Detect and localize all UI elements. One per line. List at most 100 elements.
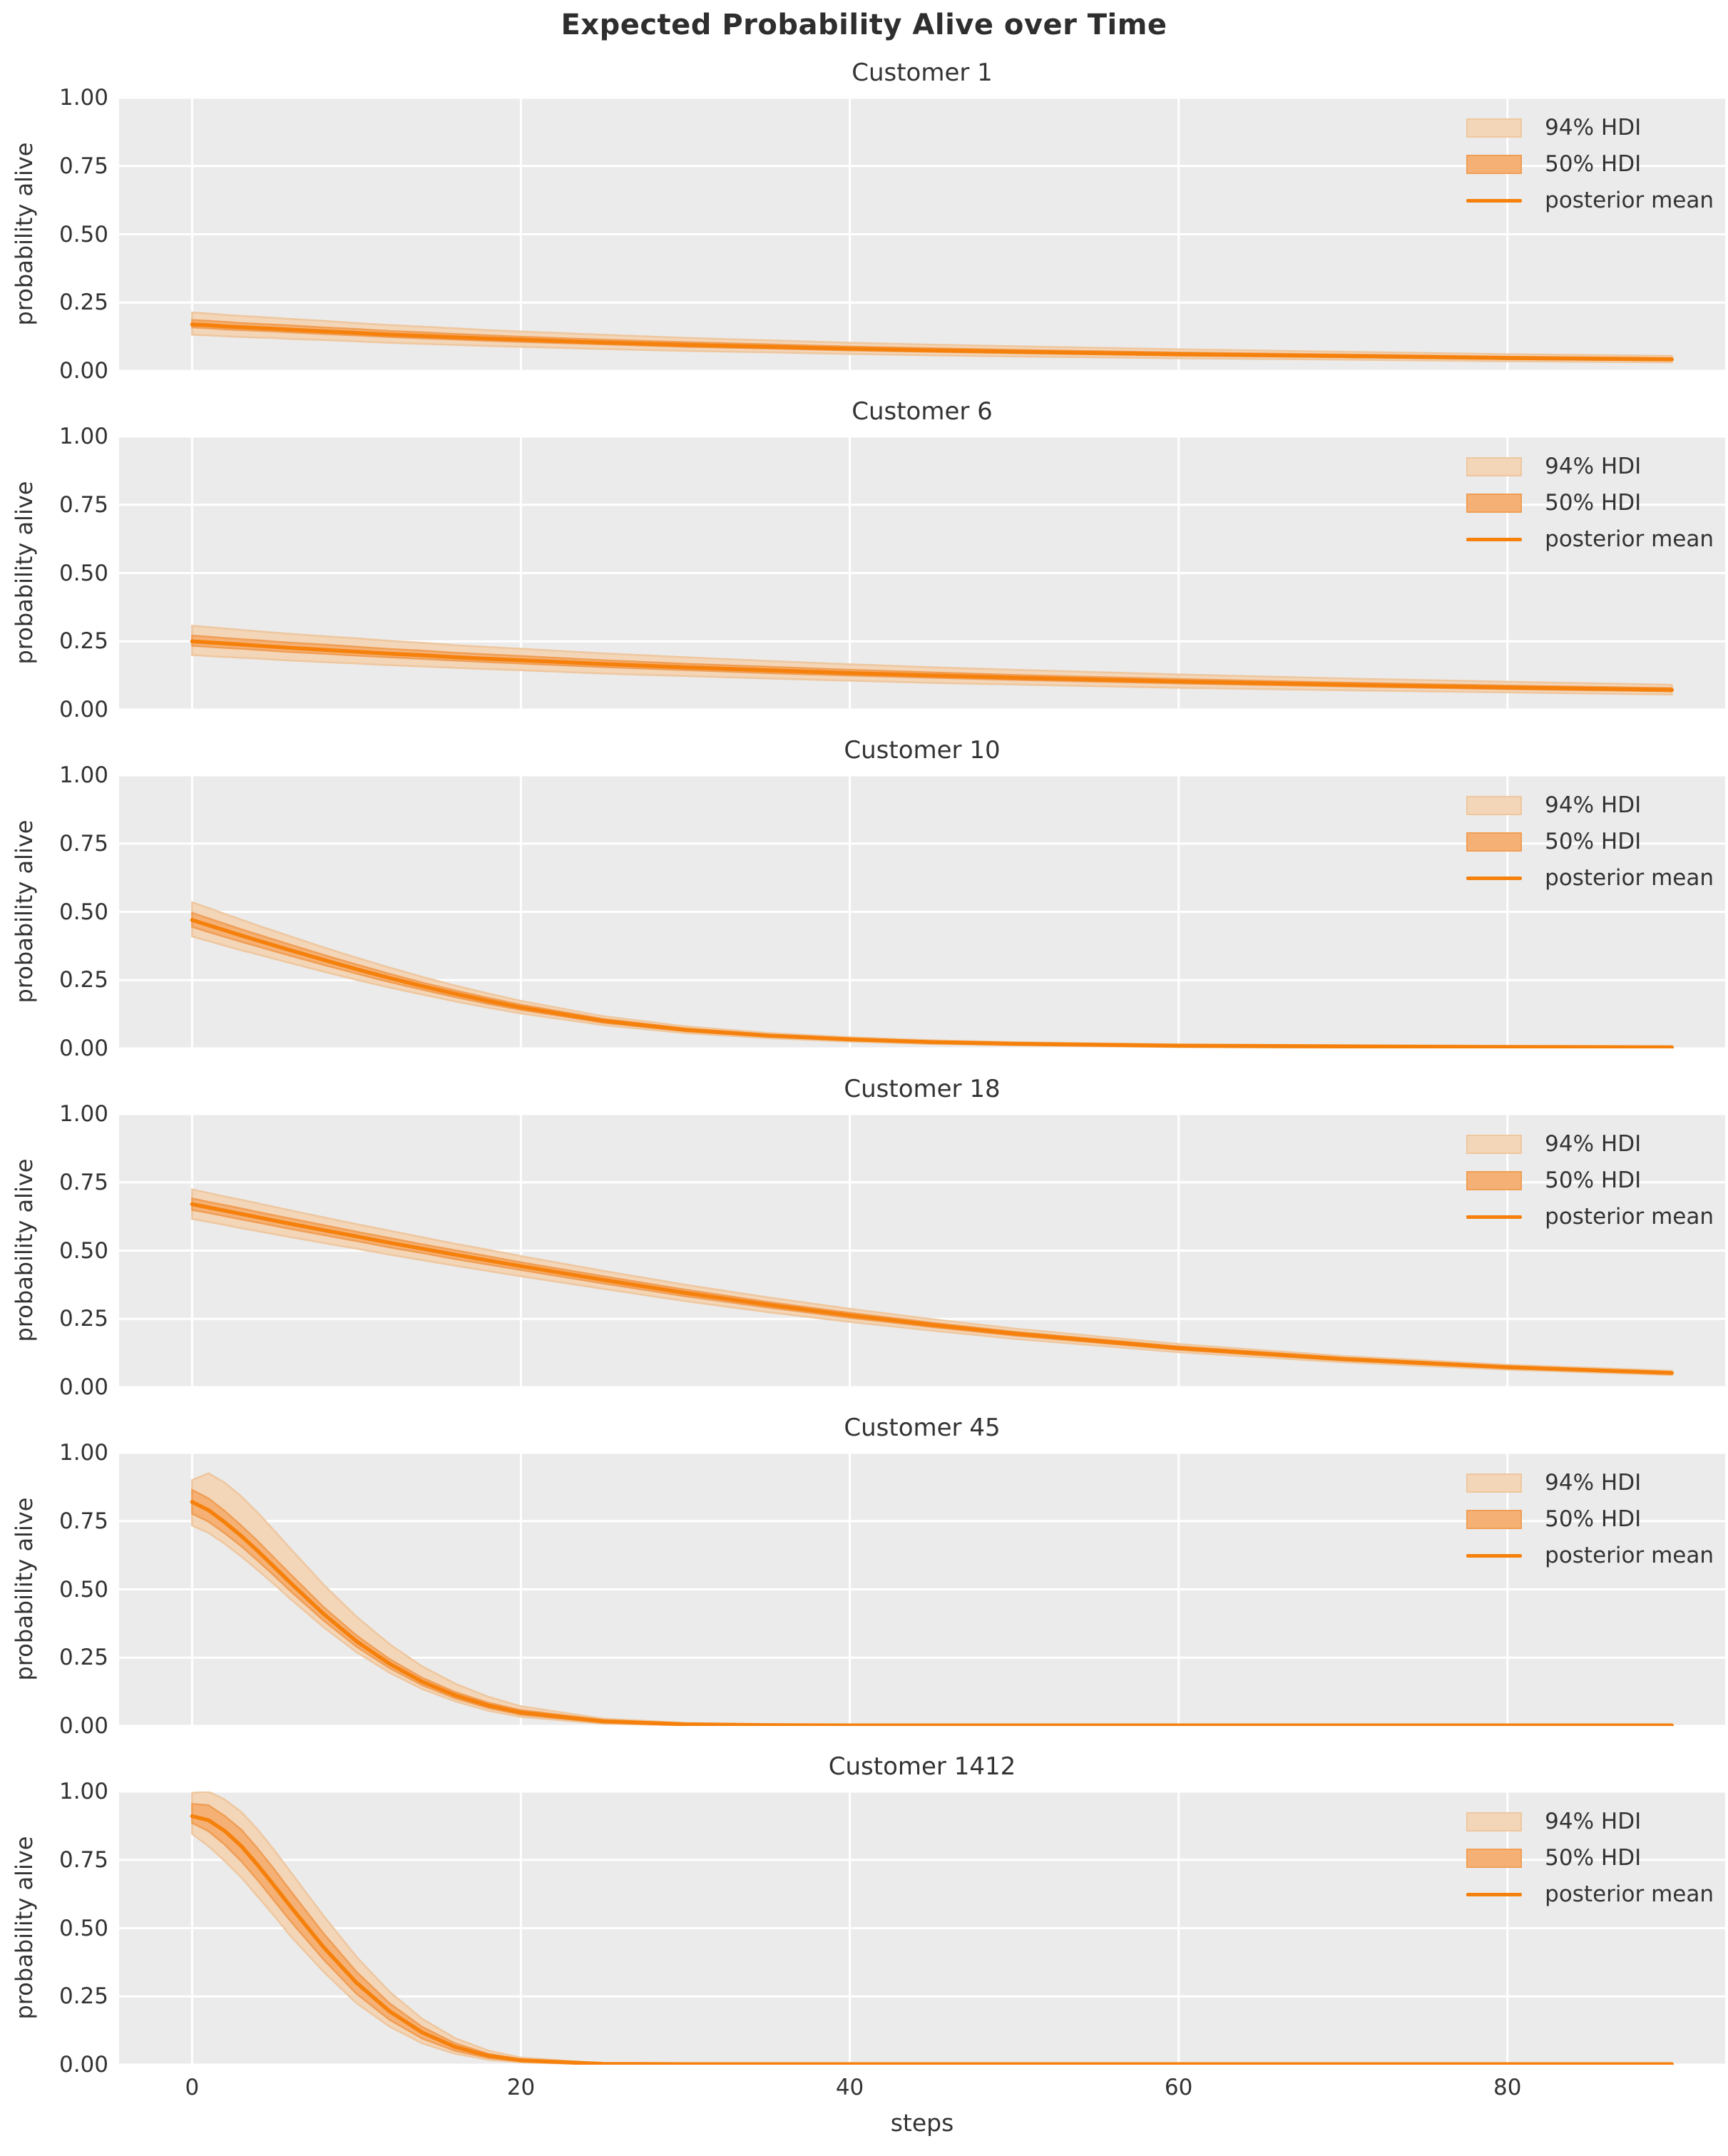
y-tick-label: 0.50	[58, 1237, 108, 1264]
y-tick-label: 0.75	[58, 1169, 108, 1195]
hdi-50-swatch	[1466, 493, 1523, 513]
legend-row: posterior mean	[1466, 1881, 1714, 1907]
posterior-mean-line	[190, 639, 1675, 693]
posterior-mean-swatch	[1466, 1553, 1523, 1558]
y-tick-label: 1.00	[58, 762, 108, 788]
plot-area	[119, 1792, 1725, 2065]
panel-title: Customer 6	[852, 397, 993, 426]
y-tick-label: 0.00	[58, 1036, 108, 1061]
hdi-94-swatch	[1466, 1134, 1523, 1154]
legend: 94% HDI 50% HDI posterior mean	[1466, 1809, 1714, 1907]
y-tick-label: 0.25	[58, 290, 108, 316]
legend-row: 50% HDI	[1466, 1845, 1641, 1871]
legend-label: 50% HDI	[1545, 1168, 1642, 1193]
legend-row: posterior mean	[1466, 1543, 1714, 1568]
posterior-mean-line	[190, 1814, 1675, 2065]
legend-label: 50% HDI	[1545, 1845, 1642, 1871]
legend-label: posterior mean	[1545, 1204, 1714, 1230]
y-tick-label: 0.00	[58, 1713, 108, 1739]
legend-label: 94% HDI	[1545, 115, 1642, 141]
hdi-94-swatch	[1466, 118, 1523, 138]
posterior-mean-line	[190, 322, 1675, 362]
legend-label: 94% HDI	[1545, 1131, 1642, 1157]
legend-label: 50% HDI	[1545, 1506, 1642, 1532]
panel-title: Customer 10	[844, 736, 1001, 765]
y-tick-label: 0.25	[58, 967, 108, 993]
posterior-mean-line	[190, 1500, 1675, 1726]
y-tick-label: 0.00	[58, 1374, 108, 1400]
y-tick-label: 0.25	[58, 1983, 108, 2010]
plot-area	[119, 436, 1725, 710]
y-tick-label: 0.50	[58, 899, 108, 925]
panel-title: Customer 1412	[828, 1752, 1016, 1781]
legend-row: 50% HDI	[1466, 829, 1641, 854]
legend-row: 94% HDI	[1466, 1470, 1641, 1496]
y-tick-label: 0.50	[58, 1576, 108, 1603]
legend-label: posterior mean	[1545, 188, 1714, 213]
legend-label: posterior mean	[1545, 1881, 1714, 1907]
legend-row: 50% HDI	[1466, 151, 1641, 177]
posterior-mean-swatch	[1466, 1892, 1523, 1896]
hdi-94-band	[191, 1472, 1673, 1726]
y-tick-label: 0.00	[58, 697, 108, 722]
figure-title: Expected Probability Alive over Time	[561, 9, 1167, 41]
x-tick-label: 40	[835, 2075, 864, 2100]
y-tick-label: 1.00	[58, 424, 108, 449]
y-tick-label: 0.75	[58, 830, 108, 857]
legend-label: 94% HDI	[1545, 454, 1642, 479]
y-tick-label: 1.00	[58, 1440, 108, 1466]
legend-label: posterior mean	[1545, 1543, 1714, 1568]
legend: 94% HDI 50% HDI posterior mean	[1466, 454, 1714, 552]
posterior-mean-swatch	[1466, 876, 1523, 880]
x-tick-label: 20	[506, 2075, 536, 2100]
x-tick-label: 80	[1493, 2075, 1522, 2100]
y-tick-label: 0.00	[58, 2052, 108, 2078]
hdi-50-swatch	[1466, 154, 1523, 174]
hdi-50-swatch	[1466, 1509, 1523, 1529]
y-tick-label: 0.75	[58, 491, 108, 518]
legend-label: 94% HDI	[1545, 792, 1642, 818]
legend: 94% HDI 50% HDI posterior mean	[1466, 1470, 1714, 1568]
y-tick-label: 0.50	[58, 1915, 108, 1941]
hdi-94-swatch	[1466, 795, 1523, 815]
hdi-94-swatch	[1466, 456, 1523, 476]
legend: 94% HDI 50% HDI posterior mean	[1466, 792, 1714, 891]
y-tick-label: 0.75	[58, 153, 108, 179]
plot-area	[119, 1453, 1725, 1726]
plot-area	[119, 1114, 1725, 1387]
posterior-mean-line	[190, 918, 1675, 1048]
hdi-94-swatch	[1466, 1812, 1523, 1831]
legend-label: 94% HDI	[1545, 1809, 1642, 1834]
panel-title: Customer 18	[844, 1075, 1001, 1103]
legend-row: 94% HDI	[1466, 115, 1641, 141]
y-tick-label: 1.00	[58, 85, 108, 111]
posterior-mean-swatch	[1466, 198, 1523, 203]
y-tick-label: 0.50	[58, 560, 108, 586]
y-tick-label: 0.50	[58, 221, 108, 247]
legend-label: 94% HDI	[1545, 1470, 1642, 1496]
legend: 94% HDI 50% HDI posterior mean	[1466, 115, 1714, 213]
x-tick-label: 60	[1164, 2075, 1193, 2100]
posterior-mean-line	[190, 1202, 1675, 1375]
y-tick-label: 0.25	[58, 1645, 108, 1671]
panel-title: Customer 1	[852, 58, 993, 87]
hdi-94-band	[191, 901, 1673, 1048]
hdi-94-swatch	[1466, 1473, 1523, 1493]
legend-label: 50% HDI	[1545, 151, 1642, 177]
legend-row: posterior mean	[1466, 865, 1714, 891]
legend-row: 50% HDI	[1466, 1506, 1641, 1532]
hdi-50-band	[191, 1488, 1673, 1726]
y-tick-label: 0.00	[58, 358, 108, 384]
hdi-50-swatch	[1466, 1170, 1523, 1190]
legend-row: posterior mean	[1466, 1204, 1714, 1230]
y-tick-label: 1.00	[58, 1779, 108, 1804]
legend-row: posterior mean	[1466, 526, 1714, 552]
legend-row: 50% HDI	[1466, 490, 1641, 516]
legend-label: 50% HDI	[1545, 490, 1642, 516]
legend-label: posterior mean	[1545, 526, 1714, 552]
legend: 94% HDI 50% HDI posterior mean	[1466, 1131, 1714, 1230]
posterior-mean-swatch	[1466, 1215, 1523, 1219]
legend-row: 50% HDI	[1466, 1168, 1641, 1193]
x-axis-label: steps	[890, 2109, 954, 2137]
